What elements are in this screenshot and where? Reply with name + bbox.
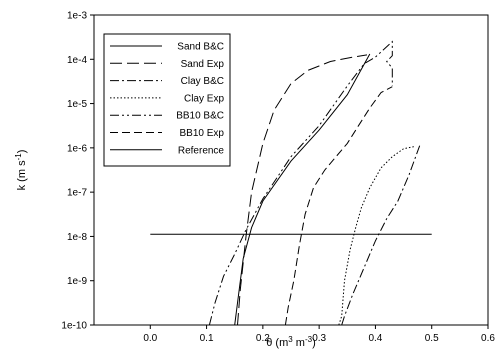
- y-tick-label: 1e-10: [61, 321, 87, 332]
- x-tick-label: 0.4: [368, 333, 382, 344]
- x-axis-title: θ (m3 m-3): [266, 335, 315, 350]
- legend-label: Sand Exp: [181, 59, 225, 70]
- y-tick-label: 1e-8: [67, 232, 87, 243]
- y-tick-label: 1e-7: [67, 188, 87, 199]
- x-tick-label: 0.6: [481, 333, 495, 344]
- x-tick-label: 0.3: [312, 333, 326, 344]
- x-tick-label: 0.0: [143, 333, 157, 344]
- legend-label: Clay Exp: [184, 93, 224, 104]
- y-axis: 1e-10 1e-9 1e-8 1e-7 1e-6 1e-5 1e-4 1e-3: [61, 11, 94, 332]
- series-line-bb10-b-c: [208, 40, 393, 326]
- x-tick-label: 0.2: [256, 333, 270, 344]
- plot-frame: [93, 14, 489, 326]
- series-line-clay-b-c: [341, 143, 421, 326]
- x-tick-label: 0.1: [200, 333, 214, 344]
- legend-label: BB10 Exp: [180, 128, 225, 139]
- series-line-sand-exp: [237, 54, 368, 326]
- y-tick-label: 1e-3: [67, 11, 87, 22]
- legend-box: [103, 33, 231, 167]
- y-tick-label: 1e-9: [67, 276, 87, 287]
- series-line-clay-exp: [338, 146, 415, 326]
- legend-label: Sand B&C: [177, 42, 224, 53]
- legend-label: Clay B&C: [181, 76, 224, 87]
- y-tick-label: 1e-4: [67, 55, 87, 66]
- x-axis: 0.0 0.1 0.2 0.3 0.4 0.5 0.6: [143, 325, 495, 344]
- x-tick-label: 0.5: [425, 333, 439, 344]
- series-layer: [150, 40, 432, 326]
- legend: Sand B&C Sand Exp Clay B&C Clay Exp BB10 B&C…: [103, 33, 231, 167]
- y-tick-label: 1e-6: [67, 143, 87, 154]
- y-axis-title: k (m s-1): [14, 150, 29, 191]
- legend-label: Reference: [178, 145, 225, 156]
- y-tick-label: 1e-5: [67, 99, 87, 110]
- legend-label: BB10 B&C: [176, 111, 224, 122]
- series-line-bb10-exp: [284, 86, 393, 326]
- series-line-sand-b-c: [234, 53, 371, 326]
